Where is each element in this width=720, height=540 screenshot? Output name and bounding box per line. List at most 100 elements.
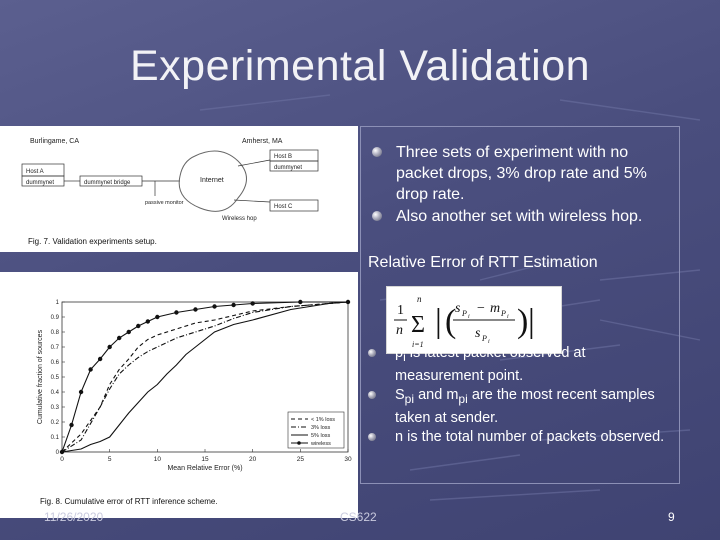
series-point [298,299,303,305]
x-tick-label: 0 [60,456,64,463]
chart-legend: < 1% loss 3% loss 5% loss wireless [287,411,345,449]
series-point [345,299,351,305]
chart-series [59,299,351,455]
y-tick-label: 0 [56,450,60,456]
sub-bullet-icon [368,349,376,357]
y-tick-label: 0.3 [51,405,60,411]
y-tick-label: 0.1 [51,435,60,441]
series-point [69,422,74,428]
figure7-caption: Fig. 7. Validation experiments setup. [28,237,157,246]
formula-num-s-subsub: i [468,314,470,320]
chart-axes: 0 5 10 15 20 25 30 0 0.1 0.2 0.3 0.4 0.5 0.6 0.7 0.8 0.9… [51,300,352,463]
series-line-1 [61,301,349,453]
formula-num-s-sub: P [461,309,467,318]
x-tick-label: 25 [297,456,305,463]
network-diagram: Burlingame, CA Amherst, MA Host A dummyn… [21,138,319,246]
series-point [231,302,236,308]
figure-cumulative-error: 0 5 10 15 20 25 30 0 0.1 0.2 0.3 0.4 0.5 0.6 0.7 0.8 0.9… [0,272,358,518]
sub-bullet-icon [368,432,376,441]
formula-denominator: n [396,323,403,338]
series-point [136,323,141,329]
series-point [155,314,160,320]
footer-course: CS622 [340,510,377,524]
bullet-text-1: Three sets of experiment with no packet … [396,144,647,203]
footer-date: 11/26/2020 [44,510,104,524]
series-point [107,344,112,350]
x-tick-label: 5 [108,456,112,463]
label-burlingame: Burlingame, CA [30,138,79,145]
bullet-item: Also another set with wireless hop. [372,206,672,227]
series-point [212,304,217,309]
internet-cloud [178,150,247,212]
y-tick-label: 0.4 [51,390,60,396]
legend-label: < 1% loss [311,417,335,423]
label-amherst: Amherst, MA [242,138,283,145]
formula-minus: − [477,301,485,316]
series-point [117,335,122,341]
series-point [193,307,198,312]
x-axis-label: Mean Relative Error (%) [167,465,242,472]
series-point [59,449,65,455]
label-dummynet-b: dummynet [274,165,302,171]
formula-num-m-subsub: i [507,314,509,320]
legend-marker [297,441,301,445]
series-line-2 [61,301,349,453]
sub-bullet-item: Spi and mpi are the most recent samples … [368,386,668,428]
bullet-icon [372,147,382,157]
page-number: 9 [668,510,675,524]
legend-label: 3% loss [311,425,331,431]
y-tick-label: 0.2 [51,420,60,426]
sub-bullet-icon [368,390,376,399]
label-dummynet-a: dummynet [26,180,54,186]
series-point [145,319,150,324]
y-tick-label: 0.8 [51,330,60,336]
series-line-3 [61,301,348,453]
formula-image: 1 n n Σ i=1 | ( s P i − m P i s P i ) | [386,286,562,354]
bullet-icon [372,211,382,221]
series-point [174,310,179,315]
formula-sum-symbol: Σ [411,312,425,338]
formula-den-s-subsub: i [488,339,490,345]
formula-den-s: s [475,326,481,341]
label-dummynet-bridge: dummynet bridge [84,180,131,186]
figure8-caption: Fig. 8. Cumulative error of RTT inferenc… [40,497,218,506]
formula-sum-lower: i=1 [412,340,424,349]
y-tick-label: 0.9 [51,315,60,321]
bullet-list-sub: pi is latest packet observed at measurem… [368,344,668,447]
x-tick-label: 10 [154,456,162,463]
formula-abs-right: | [528,303,535,340]
series-point [250,301,255,306]
label-wireless-hop: Wireless hop [222,216,257,222]
host-c-box [269,199,319,212]
slide-title: Experimental Validation [129,42,591,90]
section-heading: Relative Error of RTT Estimation [368,254,598,271]
content-frame [360,126,680,484]
formula-num-s: s [455,301,461,316]
series-point [78,389,84,395]
series-point [97,356,103,362]
y-tick-label: 0.6 [51,360,60,366]
sub-bullet-item: pi is latest packet observed at measurem… [368,344,668,386]
y-tick-label: 0.5 [51,375,60,381]
label-host-a: Host A [26,169,44,175]
bullet-list-main: Three sets of experiment with no packet … [372,142,672,228]
label-host-b: Host B [274,154,292,160]
label-internet: Internet [200,177,224,184]
label-host-c: Host C [274,204,293,210]
bullet-item: Three sets of experiment with no packet … [372,142,672,205]
legend-box [287,411,345,449]
x-tick-label: 15 [201,456,209,463]
x-tick-label: 30 [344,456,352,463]
legend-label: wireless [310,441,331,447]
x-tick-label: 20 [249,456,257,463]
series-point [126,329,131,335]
formula-paren-right: ) [517,303,528,340]
dummynet-b-box [269,160,319,172]
legend-label: 5% loss [311,433,331,439]
formula-numerator: 1 [397,303,404,318]
bullet-text-2: Also another set with wireless hop. [396,208,643,225]
formula-num-m: m [490,301,500,316]
series-point [88,367,93,372]
y-tick-label: 0.7 [51,345,60,351]
formula-abs-left: | [435,303,442,340]
